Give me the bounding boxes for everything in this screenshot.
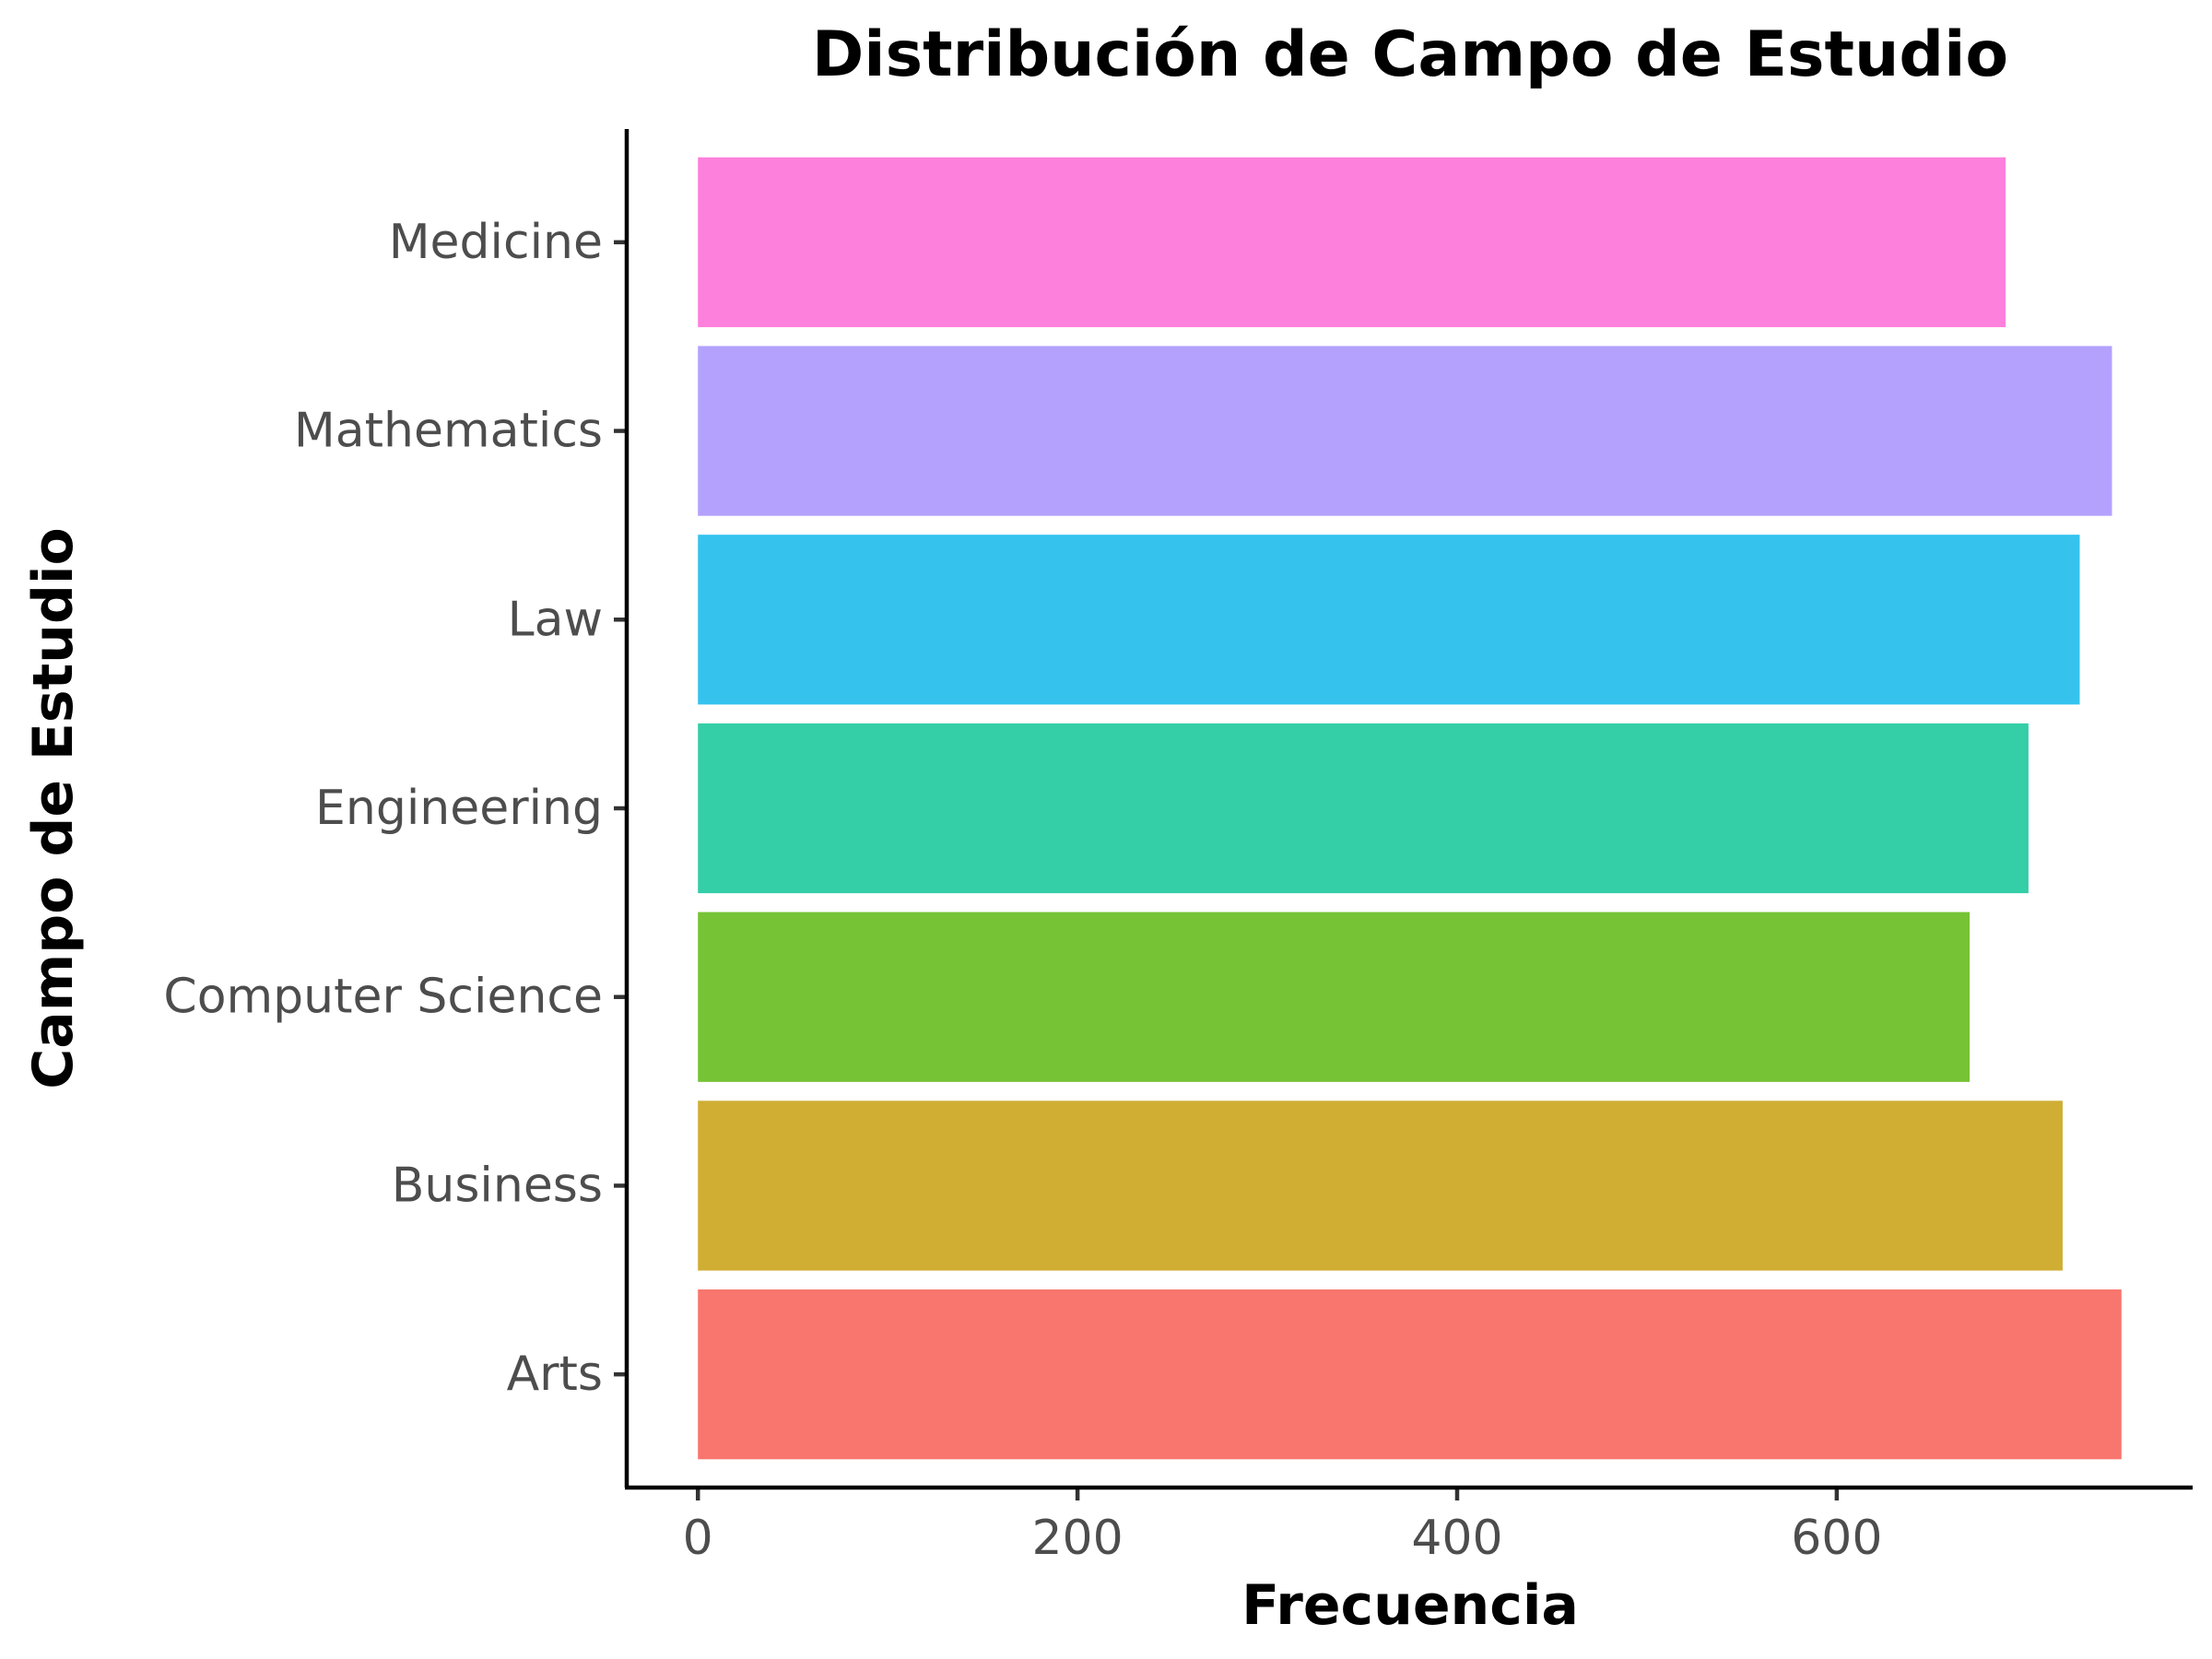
y-tick-label-law: Law	[508, 592, 603, 647]
bar-mathematics	[698, 346, 2112, 516]
x-tick-label-200: 200	[1031, 1511, 1123, 1566]
bar-arts	[698, 1289, 2122, 1460]
y-tick-label-business: Business	[392, 1158, 603, 1213]
bar-law	[698, 535, 2080, 705]
bar-computer-science	[698, 912, 1971, 1082]
bar-engineering	[698, 723, 2029, 894]
y-tick-label-mathematics: Mathematics	[294, 404, 603, 459]
x-tick-label-400: 400	[1411, 1511, 1502, 1566]
y-tick-label-engineering: Engineering	[315, 781, 603, 836]
y-tick-label-computer-science: Computer Science	[163, 970, 603, 1025]
bar-business	[698, 1100, 2063, 1271]
y-axis-ticks: Arts Business Computer Science Engineering L…	[163, 215, 627, 1402]
x-tick-label-0: 0	[683, 1511, 713, 1566]
bar-medicine	[698, 157, 2006, 327]
y-axis-title: Campo de Estudio	[21, 527, 86, 1088]
chart-title: Distribución de Campo de Estudio	[812, 18, 2008, 91]
x-tick-label-600: 600	[1791, 1511, 1882, 1566]
y-tick-label-arts: Arts	[507, 1347, 603, 1402]
y-tick-label-medicine: Medicine	[389, 215, 603, 270]
x-axis-title: Frecuencia	[1241, 1573, 1579, 1638]
bars-group	[698, 157, 2122, 1460]
x-axis-ticks: 0 200 400 600	[683, 1488, 1882, 1566]
